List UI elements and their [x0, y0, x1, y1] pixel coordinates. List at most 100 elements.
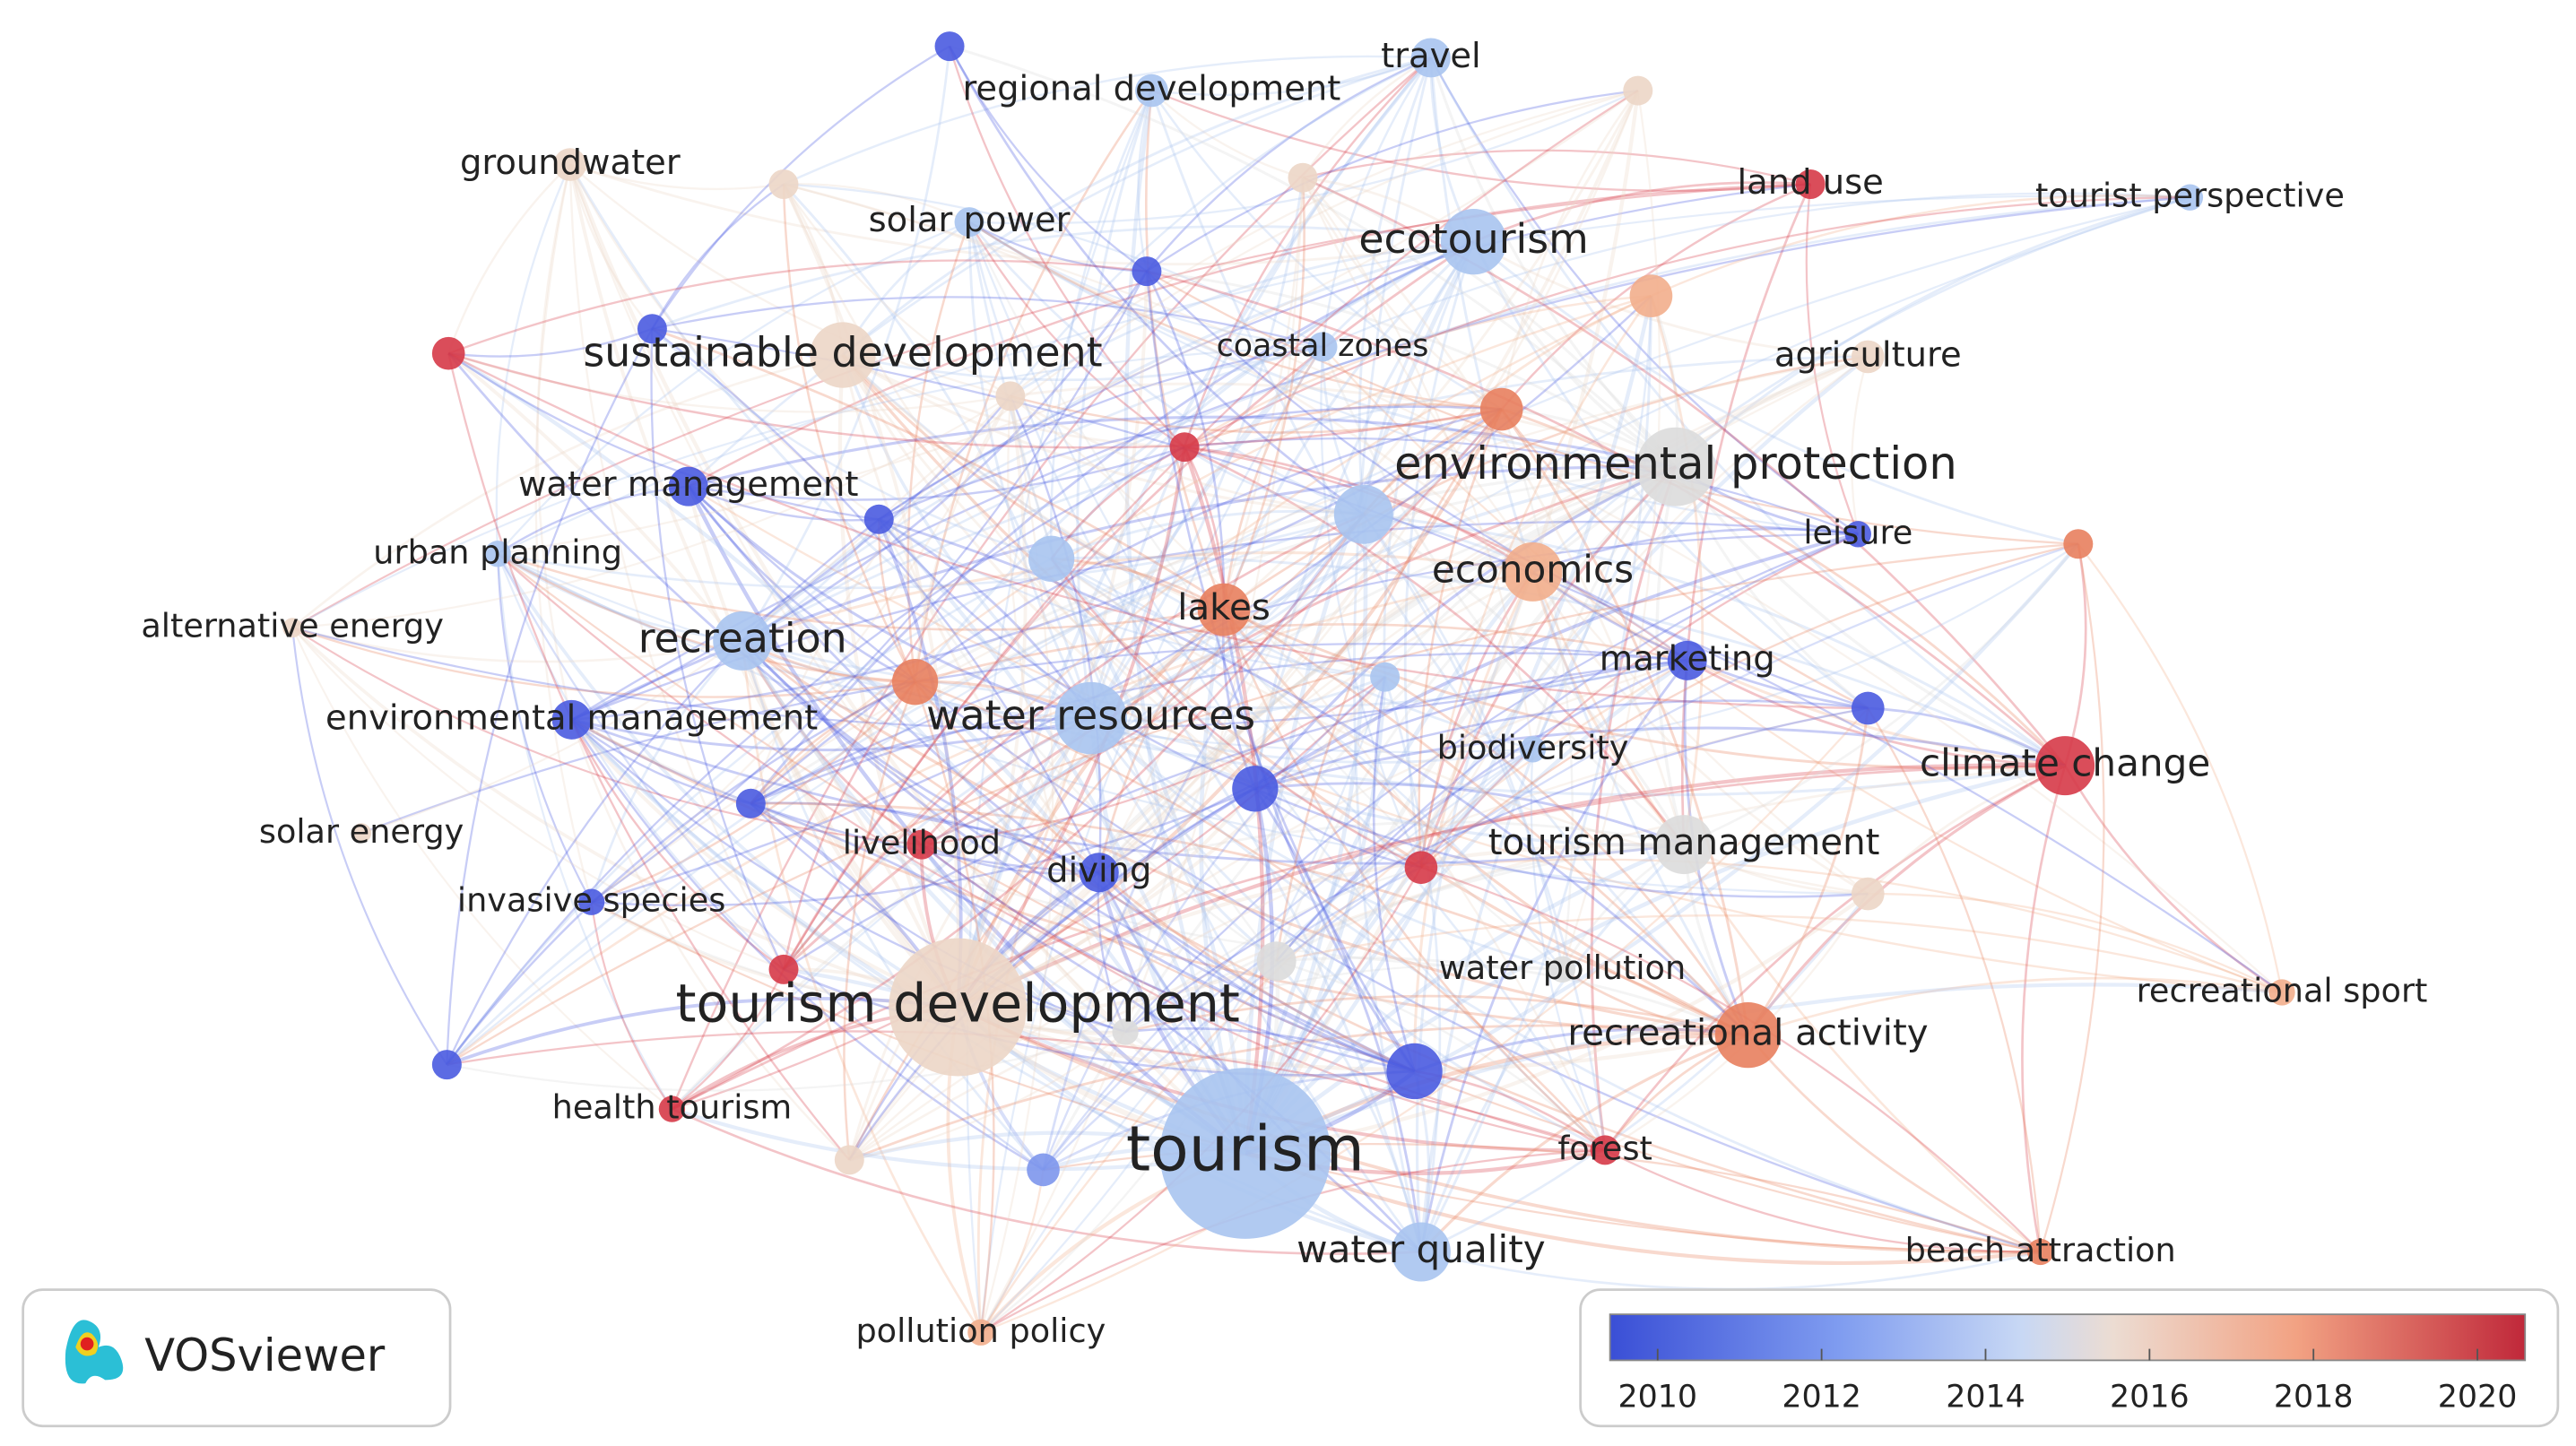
edge	[591, 680, 916, 904]
edge	[1223, 355, 1869, 611]
node	[1132, 256, 1162, 287]
edge	[1655, 466, 1686, 845]
edge	[783, 183, 1323, 348]
edge	[849, 1031, 1126, 1161]
edge	[980, 676, 1386, 1334]
edge	[1051, 509, 1364, 560]
node	[768, 954, 799, 984]
node-label: economics	[1432, 547, 1634, 591]
tick-label: 2020	[2438, 1380, 2518, 1416]
edge	[957, 842, 1685, 1009]
edge	[914, 395, 1011, 682]
edge	[1051, 556, 2066, 767]
edge	[446, 446, 1185, 1066]
edge	[1275, 533, 1859, 962]
edge	[1184, 446, 1688, 662]
edge	[750, 408, 1502, 805]
edge	[968, 90, 1639, 225]
edge	[1222, 346, 1324, 610]
edge	[687, 56, 1432, 488]
edge	[1867, 707, 2042, 1252]
edge	[651, 183, 785, 330]
edge	[1010, 394, 1502, 434]
edge	[1747, 707, 1869, 1036]
node-label: biodiversity	[1437, 728, 1629, 766]
nodes	[282, 31, 2295, 1346]
edge	[497, 552, 1869, 896]
edge	[915, 623, 1688, 683]
edge	[1007, 395, 1127, 1033]
edge	[446, 196, 2190, 1066]
edge	[448, 327, 653, 358]
edge	[750, 680, 916, 805]
edge	[1403, 241, 1475, 868]
edge	[1010, 394, 1364, 516]
edge	[570, 719, 851, 1161]
edge	[848, 609, 1225, 1161]
edge	[446, 570, 1533, 1066]
edge	[1275, 659, 1688, 963]
edge	[1352, 57, 1433, 1252]
node	[2035, 736, 2095, 796]
edge	[1532, 542, 2079, 750]
edge	[1362, 514, 1607, 1151]
edge	[497, 485, 689, 555]
node	[863, 504, 894, 534]
node	[1054, 681, 1127, 755]
edge	[1223, 608, 2066, 770]
node-label: health tourism	[552, 1088, 793, 1127]
edge	[878, 518, 1278, 963]
edge	[1090, 408, 1503, 720]
edge	[1089, 716, 2042, 1253]
edge	[447, 259, 1148, 355]
edge	[671, 465, 1677, 1111]
edge	[782, 716, 1092, 971]
edge	[672, 676, 1386, 1111]
edge	[1145, 271, 1416, 1072]
node	[1795, 169, 1826, 200]
edge	[1184, 446, 1686, 845]
edge	[1042, 748, 1534, 1171]
edge	[1244, 763, 2066, 1156]
edge	[782, 240, 1475, 971]
edge	[497, 553, 785, 971]
edge	[783, 968, 1415, 1077]
edge	[1050, 558, 1385, 679]
node	[668, 466, 708, 507]
node-label: water quality	[1297, 1227, 1546, 1271]
edge	[782, 183, 960, 1008]
edge	[688, 446, 1185, 501]
edge	[1098, 820, 1685, 874]
edge	[1604, 764, 2066, 1151]
edge	[1253, 465, 1677, 790]
edge	[568, 163, 1092, 720]
node	[1307, 332, 1338, 362]
edge	[1050, 240, 1475, 560]
edge	[1530, 749, 1607, 1151]
edge	[1010, 394, 1607, 1151]
edge	[783, 183, 2283, 993]
edge	[841, 354, 1256, 791]
node	[282, 618, 303, 638]
edge	[1472, 181, 1811, 243]
edge	[750, 802, 1126, 1034]
node	[553, 148, 587, 181]
edge	[1275, 960, 1423, 1252]
edge	[1123, 90, 1247, 1155]
edge	[957, 676, 1387, 1009]
edge	[497, 552, 1533, 754]
edge	[688, 485, 880, 522]
edge	[1372, 676, 1416, 1072]
node	[1548, 956, 1576, 983]
edge	[1124, 994, 1748, 1036]
edge	[742, 550, 1533, 643]
edge	[750, 802, 1422, 1253]
edge	[782, 183, 1093, 719]
node-label: invasive species	[457, 881, 725, 920]
edge	[1089, 717, 1606, 1152]
node-label: environmental management	[325, 697, 818, 738]
edge	[446, 680, 916, 1066]
edge	[1222, 609, 1416, 1072]
edge	[979, 346, 1323, 1333]
edge	[447, 352, 851, 1161]
